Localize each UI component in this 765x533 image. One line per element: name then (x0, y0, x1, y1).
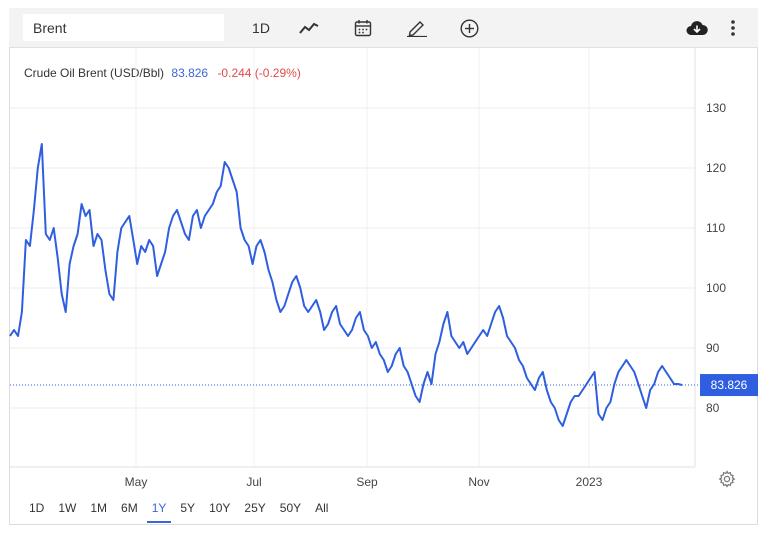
price-change: -0.244 (-0.29%) (217, 66, 301, 80)
chart-legend: Crude Oil Brent (USD/Bbl) 83.826 -0.244 … (24, 66, 301, 80)
symbol-search-input[interactable] (23, 14, 224, 41)
y-tick-label: 80 (706, 401, 720, 415)
calendar-icon[interactable] (349, 14, 377, 42)
x-tick-label: 2023 (576, 475, 603, 489)
chart-container (9, 8, 758, 525)
y-tick-label: 120 (706, 161, 726, 175)
range-50y[interactable]: 50Y (279, 501, 302, 515)
x-tick-label: Sep (356, 475, 378, 489)
settings-gear-icon[interactable] (718, 470, 736, 488)
range-10y[interactable]: 10Y (209, 501, 231, 515)
instrument-name: Crude Oil Brent (USD/Bbl) (24, 66, 165, 80)
range-1y[interactable]: 1Y (145, 498, 174, 523)
more-vertical-icon[interactable] (725, 14, 741, 42)
last-price: 83.826 (171, 66, 209, 80)
range-1w[interactable]: 1W (58, 501, 77, 515)
x-tick-label: May (125, 475, 148, 489)
range-selector: 1D 1W 1M 6M 1Y 5Y 10Y 25Y 50Y All (22, 498, 335, 523)
range-1d[interactable]: 1D (29, 501, 45, 515)
series-line-brent (9, 143, 683, 427)
plus-circle-icon[interactable] (455, 14, 483, 42)
range-6m[interactable]: 6M (121, 501, 138, 515)
interval-button[interactable]: 1D (252, 20, 270, 36)
last-price-tag-label: 83.826 (711, 378, 748, 392)
x-tick-label: Nov (468, 475, 489, 489)
y-tick-label: 100 (706, 281, 726, 295)
range-all[interactable]: All (315, 501, 329, 515)
line-chart-icon[interactable] (295, 14, 323, 42)
y-tick-label: 110 (706, 221, 725, 235)
range-25y[interactable]: 25Y (244, 501, 266, 515)
x-tick-label: Jul (246, 475, 261, 489)
pencil-icon[interactable] (403, 14, 431, 42)
chart-toolbar: 1D (9, 8, 758, 48)
range-1m[interactable]: 1M (90, 501, 108, 515)
range-5y[interactable]: 5Y (180, 501, 196, 515)
y-tick-label: 130 (706, 101, 726, 115)
cloud-download-icon[interactable] (683, 14, 711, 42)
y-tick-label: 90 (706, 341, 720, 355)
last-price-tag (700, 374, 758, 397)
